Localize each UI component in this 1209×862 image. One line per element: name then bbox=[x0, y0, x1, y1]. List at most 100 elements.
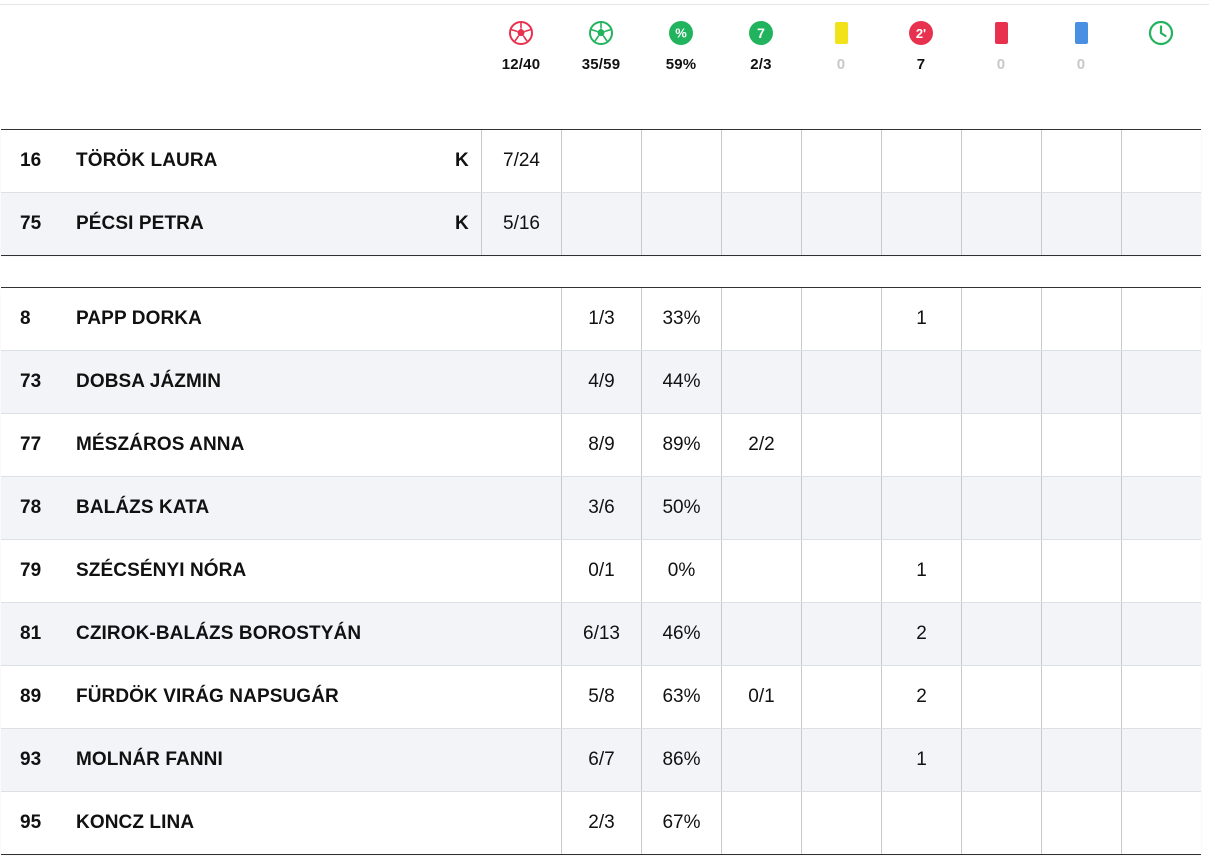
stat-cell bbox=[881, 130, 961, 192]
player-number: 79 bbox=[20, 560, 42, 581]
stat-percent: 46% bbox=[641, 603, 721, 665]
header-value: 0 bbox=[1076, 56, 1086, 73]
stat-cell bbox=[1041, 193, 1121, 255]
stat-cell bbox=[801, 193, 881, 255]
stat-two-minute: 2 bbox=[881, 603, 961, 665]
stat-red-card bbox=[961, 414, 1041, 476]
stat-time bbox=[1121, 729, 1201, 791]
player-number: 81 bbox=[20, 623, 42, 644]
header-two-minute: 2' 7 bbox=[881, 20, 961, 73]
player-name[interactable]: PAPP DORKA bbox=[76, 308, 202, 329]
stat-cell bbox=[1041, 130, 1121, 192]
player-name[interactable]: DOBSA JÁZMIN bbox=[76, 371, 222, 392]
stat-cell bbox=[721, 130, 801, 192]
player-name[interactable]: MOLNÁR FANNI bbox=[76, 749, 223, 770]
table-row: 8 PAPP DORKA 1/3 33% 1 bbox=[1, 288, 1201, 351]
stat-two-minute bbox=[881, 792, 961, 854]
table-row: 89 FÜRDÖK VIRÁG NAPSUGÁR 5/8 63% 0/1 2 bbox=[1, 666, 1201, 729]
stat-seven-meter bbox=[721, 351, 801, 413]
stat-seven-meter bbox=[721, 729, 801, 791]
player-number: 16 bbox=[20, 150, 42, 171]
table-row: 78 BALÁZS KATA 3/6 50% bbox=[1, 477, 1201, 540]
player-number: 77 bbox=[20, 434, 42, 455]
table-row: 81 CZIROK-BALÁZS BOROSTYÁN 6/13 46% 2 bbox=[1, 603, 1201, 666]
stat-goals-shots: 4/9 bbox=[561, 351, 641, 413]
seven-meter-icon-text: 7 bbox=[757, 25, 765, 41]
stat-red-card bbox=[961, 729, 1041, 791]
player-name[interactable]: KONCZ LINA bbox=[76, 812, 195, 833]
table-row: 77 MÉSZÁROS ANNA 8/9 89% 2/2 bbox=[1, 414, 1201, 477]
goal-ball-red-icon bbox=[508, 20, 534, 46]
stat-cell bbox=[801, 130, 881, 192]
stat-yellow-card bbox=[801, 666, 881, 728]
stat-seven-meter bbox=[721, 792, 801, 854]
stat-yellow-card bbox=[801, 288, 881, 350]
stat-blue-card bbox=[1041, 414, 1121, 476]
stat-two-minute: 2 bbox=[881, 666, 961, 728]
stat-percent: 67% bbox=[641, 792, 721, 854]
player-number: 89 bbox=[20, 686, 42, 707]
table-row: 79 SZÉCSÉNYI NÓRA 0/1 0% 1 bbox=[1, 540, 1201, 603]
stat-red-card bbox=[961, 603, 1041, 665]
player-number: 73 bbox=[20, 371, 42, 392]
stat-time bbox=[1121, 288, 1201, 350]
player-name[interactable]: SZÉCSÉNYI NÓRA bbox=[76, 560, 247, 581]
stat-percent: 33% bbox=[641, 288, 721, 350]
stat-red-card bbox=[961, 540, 1041, 602]
stat-goals-shots: 8/9 bbox=[561, 414, 641, 476]
player-name[interactable]: MÉSZÁROS ANNA bbox=[76, 434, 245, 455]
player-name[interactable]: CZIROK-BALÁZS BOROSTYÁN bbox=[76, 623, 362, 644]
stat-blue-card bbox=[1041, 603, 1121, 665]
stat-seven-meter bbox=[721, 288, 801, 350]
header-seven-meter: 7 2/3 bbox=[721, 20, 801, 73]
header-red-card: 0 bbox=[961, 20, 1041, 73]
stat-two-minute: 1 bbox=[881, 540, 961, 602]
stat-goals-shots: 1/3 bbox=[561, 288, 641, 350]
stat-blue-card bbox=[1041, 540, 1121, 602]
header-goals: 12/40 bbox=[481, 20, 561, 73]
stat-cell bbox=[961, 130, 1041, 192]
stat-two-minute bbox=[881, 414, 961, 476]
stat-red-card bbox=[961, 351, 1041, 413]
player-name[interactable]: BALÁZS KATA bbox=[76, 497, 210, 518]
stat-yellow-card bbox=[801, 603, 881, 665]
stat-yellow-card bbox=[801, 477, 881, 539]
header-value: 0 bbox=[836, 56, 846, 73]
header-value: 7 bbox=[916, 56, 926, 73]
header-value: 12/40 bbox=[501, 56, 541, 73]
yellow-card-icon bbox=[828, 20, 854, 46]
table-row: 73 DOBSA JÁZMIN 4/9 44% bbox=[1, 351, 1201, 414]
stat-seven-meter bbox=[721, 477, 801, 539]
stat-goals-shots: 2/3 bbox=[561, 792, 641, 854]
player-name[interactable]: PÉCSI PETRA bbox=[76, 213, 204, 234]
player-number: 78 bbox=[20, 497, 42, 518]
stat-cell bbox=[1121, 193, 1201, 255]
blue-card-icon bbox=[1068, 20, 1094, 46]
seven-meter-icon: 7 bbox=[748, 20, 774, 46]
header-blue-card: 0 bbox=[1041, 20, 1121, 73]
stats-header: 12/40 35/59 % 59% bbox=[0, 0, 1209, 110]
stat-percent: 86% bbox=[641, 729, 721, 791]
table-row: 95 KONCZ LINA 2/3 67% bbox=[1, 792, 1201, 854]
stat-two-minute bbox=[881, 477, 961, 539]
stat-goals-shots: 6/7 bbox=[561, 729, 641, 791]
stat-yellow-card bbox=[801, 729, 881, 791]
stat-blue-card bbox=[1041, 666, 1121, 728]
header-value: 2/3 bbox=[750, 56, 772, 73]
stat-seven-meter bbox=[721, 540, 801, 602]
stat-time bbox=[1121, 603, 1201, 665]
player-name[interactable]: TÖRÖK LAURA bbox=[76, 150, 218, 171]
stat-saves: 7/24 bbox=[481, 130, 561, 192]
stat-red-card bbox=[961, 477, 1041, 539]
player-name[interactable]: FÜRDÖK VIRÁG NAPSUGÁR bbox=[76, 686, 339, 707]
player-number: 8 bbox=[20, 308, 31, 329]
stat-cell bbox=[641, 193, 721, 255]
stat-percent: 89% bbox=[641, 414, 721, 476]
stat-goals-shots: 6/13 bbox=[561, 603, 641, 665]
stat-yellow-card bbox=[801, 540, 881, 602]
shot-ball-green-icon bbox=[588, 20, 614, 46]
header-value: 0 bbox=[996, 56, 1006, 73]
stat-blue-card bbox=[1041, 288, 1121, 350]
goalkeeper-flag: K bbox=[455, 150, 469, 171]
stat-seven-meter: 2/2 bbox=[721, 414, 801, 476]
